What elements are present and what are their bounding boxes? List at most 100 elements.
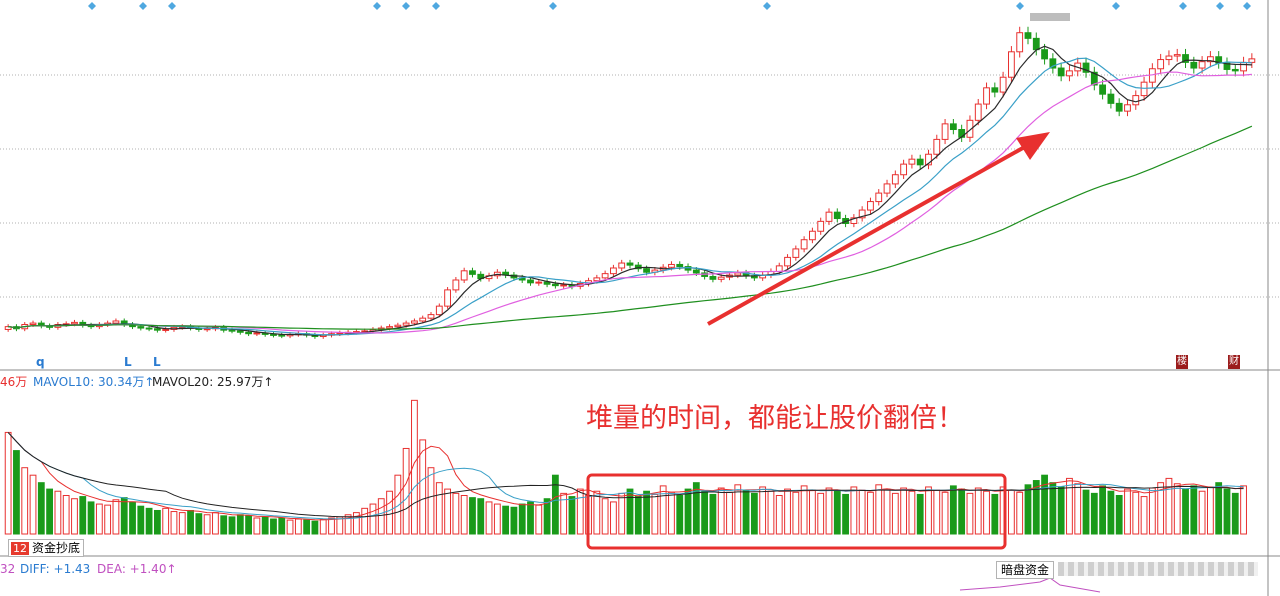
volume-bar-92 xyxy=(767,490,775,535)
tab-capital-bottom[interactable]: 12 资金抄底 xyxy=(8,539,85,557)
volume-bar-80 xyxy=(668,491,675,535)
volume-bar-39 xyxy=(328,517,335,535)
volume-bar-138 xyxy=(1148,487,1156,535)
candle-body-80 xyxy=(668,263,675,268)
volume-bar-95 xyxy=(792,491,800,535)
candle-body-108 xyxy=(900,163,908,176)
candle-body-13 xyxy=(112,320,120,324)
volume-bar-127 xyxy=(1057,486,1065,535)
candle-body-150 xyxy=(1248,58,1256,63)
volume-bar-58 xyxy=(485,501,493,535)
corner-tag-0: 楼 xyxy=(1176,355,1188,369)
candle-body-66 xyxy=(551,283,559,287)
volume-bar-121 xyxy=(1008,489,1015,535)
candle-body-149 xyxy=(1240,61,1247,72)
volume-bar-76 xyxy=(634,496,642,535)
volume-bar-133 xyxy=(1107,490,1115,535)
volume-bar-38 xyxy=(319,518,327,535)
candle-body-94 xyxy=(784,256,791,267)
candle-body-17 xyxy=(145,327,153,330)
candle-body-16 xyxy=(137,326,145,329)
candle-body-126 xyxy=(1049,58,1057,69)
volume-bar-128 xyxy=(1066,477,1073,535)
ma-line-5 xyxy=(8,45,1252,336)
volume-bar-99 xyxy=(825,487,833,535)
candle-body-116 xyxy=(966,119,974,138)
volume-bar-42 xyxy=(352,512,360,535)
volume-bar-47 xyxy=(394,474,402,535)
candle-body-81 xyxy=(676,263,684,268)
volume-bar-77 xyxy=(643,490,650,535)
volume-bar-1 xyxy=(13,450,20,535)
volume-bar-18 xyxy=(153,509,161,535)
volume-bar-3 xyxy=(29,474,37,535)
volume-legend-1: MAVOL10: 30.34万↑ xyxy=(33,375,155,389)
volume-bar-71 xyxy=(593,490,601,535)
candle-body-83 xyxy=(692,269,700,274)
volume-bar-123 xyxy=(1024,484,1032,535)
candle-body-120 xyxy=(999,76,1007,93)
candle-body-103 xyxy=(858,209,866,219)
volume-bar-131 xyxy=(1090,492,1098,535)
blurred-toolbar xyxy=(1058,562,1258,576)
volume-bar-62 xyxy=(518,503,526,535)
trend-arrow-shaft xyxy=(707,142,1031,326)
candle-body-32 xyxy=(270,333,277,336)
top-marker-10 xyxy=(1179,2,1187,10)
candle-body-55 xyxy=(460,270,468,281)
volume-bar-20 xyxy=(170,511,178,535)
volume-bar-8 xyxy=(71,498,78,535)
volume-bar-113 xyxy=(941,491,949,535)
candle-body-125 xyxy=(1041,49,1048,60)
volume-bar-107 xyxy=(891,492,899,535)
volume-bar-144 xyxy=(1198,490,1206,535)
volume-bar-106 xyxy=(883,488,891,535)
candle-body-3 xyxy=(29,322,37,326)
volume-bar-29 xyxy=(245,515,252,535)
tab-dark-pool[interactable]: 暗盘资金 xyxy=(996,561,1054,579)
candle-body-109 xyxy=(908,158,916,165)
volume-bar-45 xyxy=(377,498,385,535)
volume-bar-125 xyxy=(1041,474,1048,535)
volume-bar-83 xyxy=(692,482,700,535)
tab-label: 资金抄底 xyxy=(32,541,81,555)
candle-body-18 xyxy=(153,328,161,331)
candle-body-110 xyxy=(916,158,924,166)
volume-bar-7 xyxy=(62,495,70,535)
candle-body-97 xyxy=(809,230,816,241)
candle-body-98 xyxy=(817,220,825,232)
candle-body-95 xyxy=(792,248,800,258)
volume-bar-109 xyxy=(908,490,916,535)
candle-body-133 xyxy=(1107,93,1115,104)
volume-bar-22 xyxy=(187,509,194,535)
volume-bar-136 xyxy=(1132,491,1140,535)
volume-bar-145 xyxy=(1206,486,1214,535)
candle-body-147 xyxy=(1223,62,1231,70)
top-marker-6 xyxy=(549,2,557,10)
candle-body-27 xyxy=(228,329,236,332)
volume-bar-28 xyxy=(236,514,244,535)
candle-body-46 xyxy=(386,326,393,329)
candle-body-48 xyxy=(402,322,410,326)
volume-bar-105 xyxy=(875,484,883,535)
volume-bar-117 xyxy=(974,487,982,535)
candle-body-76 xyxy=(634,264,642,270)
candle-body-122 xyxy=(1016,32,1024,53)
volume-bar-84 xyxy=(701,490,709,535)
candle-body-51 xyxy=(427,314,435,319)
volume-bar-0 xyxy=(4,431,12,535)
volume-bar-93 xyxy=(775,495,783,535)
highlight-box xyxy=(586,473,1007,550)
candle-body-104 xyxy=(867,201,874,211)
candle-body-100 xyxy=(833,211,841,220)
candle-body-52 xyxy=(435,305,443,316)
volume-bar-37 xyxy=(311,520,319,535)
blurred-price-label xyxy=(1030,13,1070,21)
volume-bar-53 xyxy=(444,488,451,535)
volume-bar-87 xyxy=(726,491,733,535)
candle-body-88 xyxy=(734,272,742,276)
volume-bar-68 xyxy=(568,496,576,535)
volume-bar-10 xyxy=(87,501,95,535)
volume-bar-46 xyxy=(386,490,393,535)
